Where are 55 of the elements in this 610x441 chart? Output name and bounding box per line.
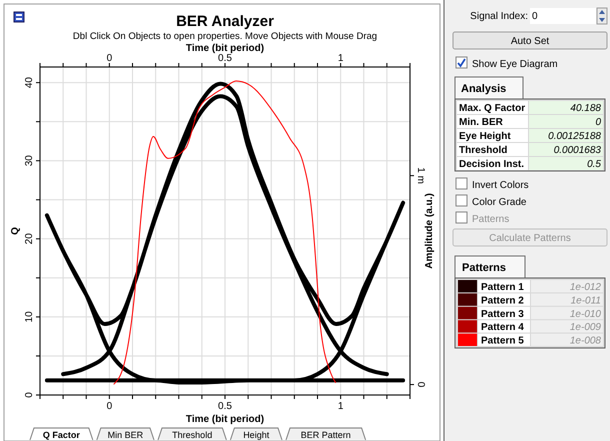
text: 1e-010	[570, 308, 602, 320]
text: 1e-011	[570, 295, 601, 306]
text: 0	[532, 11, 538, 22]
y-tick-label: 40	[24, 76, 35, 88]
text: 0.00125188	[548, 131, 602, 142]
y-axis-title: Q	[10, 226, 21, 235]
text: Auto Set	[510, 36, 550, 47]
text: 0	[595, 117, 602, 128]
y-tick-label: 30	[24, 154, 35, 166]
text: 1e-012	[570, 282, 602, 293]
text: Invert Colors	[472, 180, 529, 191]
y2-tick-label: 0	[415, 382, 426, 388]
text: Pattern 1	[481, 282, 524, 293]
x-tick-label: 0	[106, 53, 113, 64]
tab: Height	[230, 428, 282, 440]
text: Min. BER	[459, 117, 504, 128]
tab: Q Factor	[30, 428, 94, 440]
text: Color Grade	[472, 197, 527, 208]
text: Show Eye Diagram	[472, 59, 558, 70]
tab: Threshold	[158, 428, 227, 440]
text: Pattern 4	[481, 322, 524, 334]
text: Eye Height	[459, 131, 512, 142]
text: Max. Q Factor	[459, 103, 526, 114]
text: Pattern 2	[481, 295, 524, 306]
text: Signal Index:	[470, 11, 528, 22]
text: Pattern 3	[481, 308, 524, 320]
text: Pattern 5	[481, 336, 524, 347]
chart-subtitle: Dbl Click On Objects to open properties. Move Objects with Mouse Drag	[72, 31, 378, 42]
y2-axis-title: Amplitude (a.u.)	[424, 193, 435, 269]
text: Calculate Patterns	[489, 233, 571, 244]
y-tick-label: 20	[24, 232, 35, 244]
y-tick-label: 0	[24, 392, 35, 398]
y-tick-label: 10	[24, 310, 35, 322]
x2-tick-label: 0	[106, 401, 113, 412]
text: Analysis	[461, 83, 506, 95]
tab: Min BER	[96, 428, 154, 440]
tab: BER Pattern	[286, 428, 366, 440]
text: 40.188	[570, 103, 602, 114]
x2-axis-title: Time (bit period)	[186, 43, 264, 54]
x2-tick-label: 1	[338, 401, 344, 412]
chart-title: BER Analyzer	[176, 13, 274, 30]
text: Threshold	[459, 145, 508, 156]
text: 0.5	[587, 159, 602, 170]
x-axis-title: Time (bit period)	[186, 414, 264, 425]
text: Patterns	[472, 214, 510, 225]
x-tick-label: 0.5	[218, 53, 232, 64]
text: 1e-009	[570, 322, 602, 334]
text: Patterns	[462, 262, 506, 274]
text: 1e-008	[570, 336, 602, 347]
line-series	[114, 80, 336, 385]
y2-tick-label: 1 m	[415, 167, 426, 184]
text: Decision Inst.	[459, 159, 524, 170]
x2-tick-label: 0.5	[218, 401, 232, 412]
x-tick-label: 1	[338, 53, 344, 64]
text: 0.0001683	[554, 145, 602, 156]
